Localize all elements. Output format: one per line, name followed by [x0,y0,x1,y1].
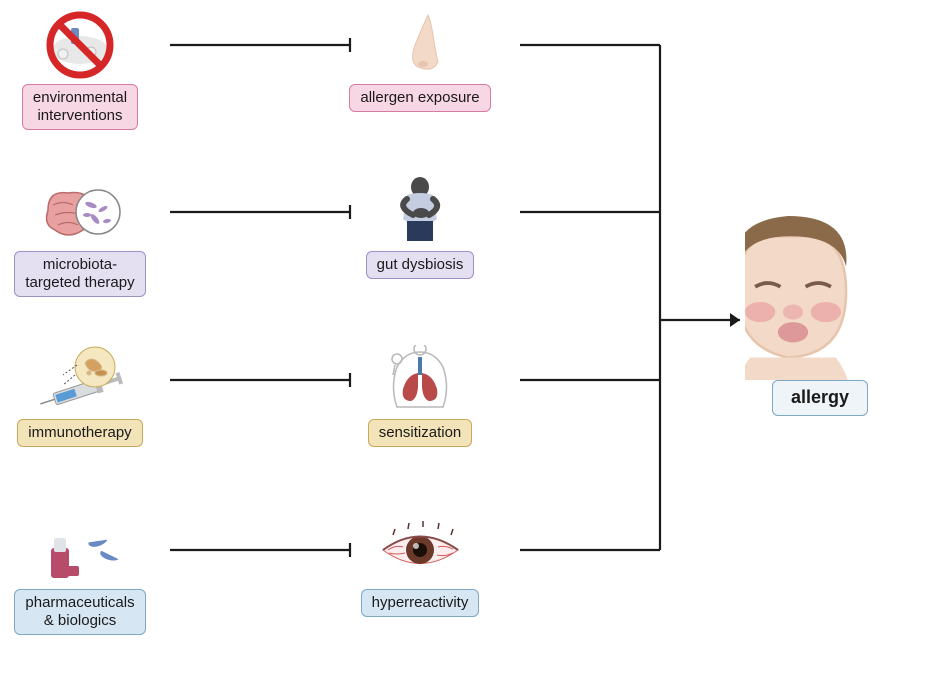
inhaler-pills-icon [33,515,128,585]
immuno-label: immunotherapy [17,419,142,447]
pharma-label: pharmaceuticals & biologics [14,589,145,635]
exposure-node: allergen exposure [345,10,495,112]
micro-node: microbiota- targeted therapy [5,177,155,297]
dysbiosis-label: gut dysbiosis [366,251,475,279]
outcome-label: allergy [772,380,868,416]
syringe-icon [33,345,128,415]
dysbiosis-node: gut dysbiosis [345,177,495,279]
immuno-node: immunotherapy [5,345,155,447]
gut-bacteria-icon [33,177,128,247]
outcome-node: allergy [735,210,905,416]
sensitization-node: sensitization [345,345,495,447]
stomach-pain-icon [373,177,468,247]
env-label: environmental interventions [22,84,138,130]
face-allergy-icon [745,210,895,380]
red-eye-icon [373,515,468,585]
pharma-node: pharmaceuticals & biologics [5,515,155,635]
hyper-node: hyperreactivity [345,515,495,617]
env-node: environmental interventions [5,10,155,130]
lungs-cough-icon [373,345,468,415]
prohibit-icon [33,10,128,80]
nose-icon [373,10,468,80]
sensitization-label: sensitization [368,419,473,447]
exposure-label: allergen exposure [349,84,490,112]
hyper-label: hyperreactivity [361,589,480,617]
micro-label: microbiota- targeted therapy [14,251,145,297]
